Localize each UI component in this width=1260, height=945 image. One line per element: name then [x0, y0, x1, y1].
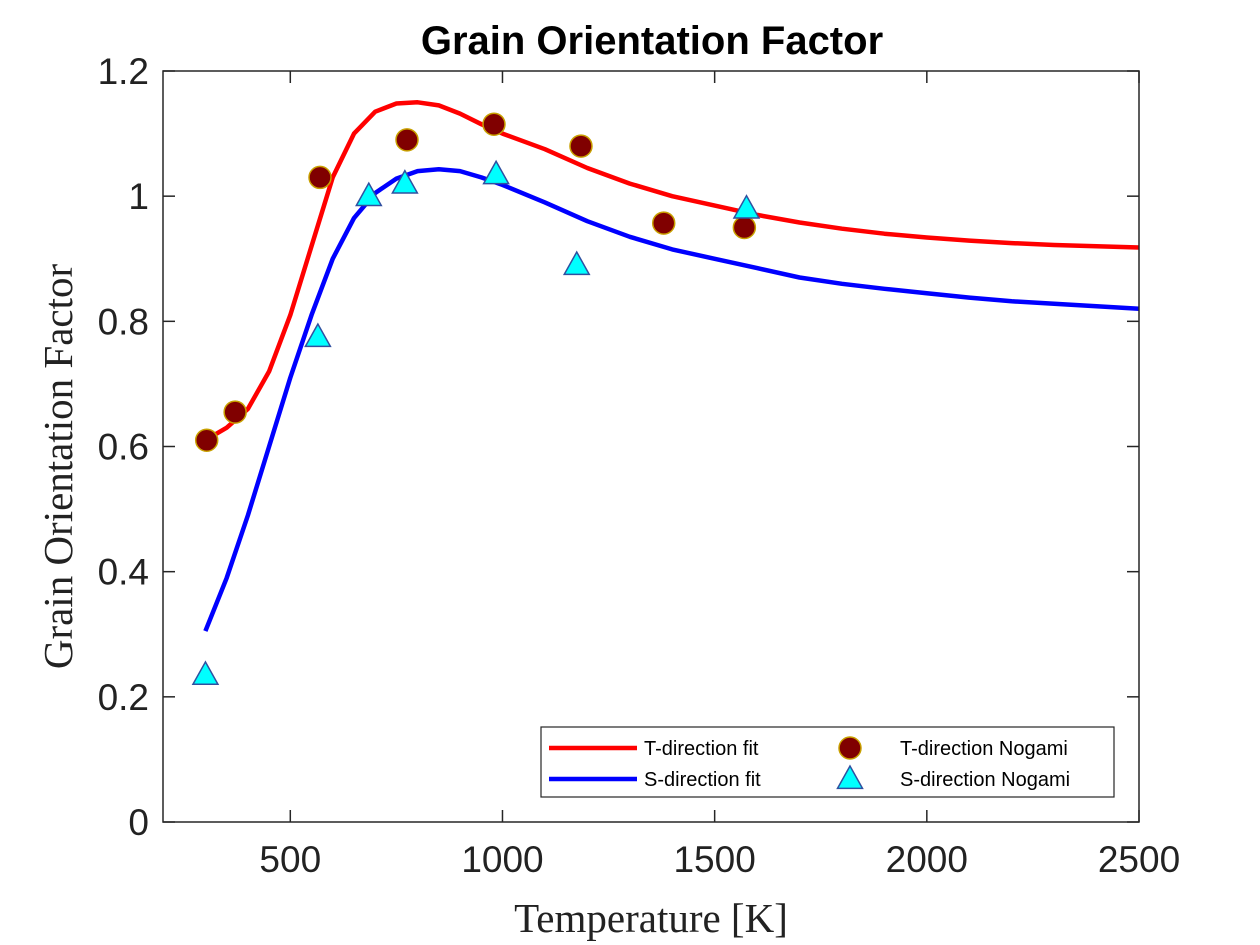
data-point-2-4	[482, 112, 506, 136]
data-point-3-1	[304, 322, 332, 348]
data-point-3-3	[391, 169, 419, 194]
legend-label-0: T-direction fit	[644, 738, 759, 760]
data-point-3-4	[482, 159, 510, 185]
x-tick-label-2: 1500	[673, 839, 755, 880]
legend-label-3: S-direction Nogami	[900, 769, 1070, 791]
x-tick-label-3: 2000	[886, 839, 968, 880]
data-point-2-5	[569, 134, 593, 158]
data-point-2-6	[651, 211, 676, 235]
data-point-2-0	[194, 428, 219, 452]
y-axis-label: Grain Orientation Factor	[35, 264, 81, 670]
legend-marker-3	[836, 764, 864, 790]
x-tick-label-4: 2500	[1098, 839, 1180, 880]
chart-title: Grain Orientation Factor	[421, 19, 883, 63]
legend: T-direction fit S-direction fit T-directio…	[540, 726, 1115, 798]
x-tick-label-0: 500	[259, 839, 321, 880]
data-point-2-3	[395, 128, 419, 152]
x-axis-label: Temperature [K]	[514, 895, 788, 941]
y-tick-label-4: 0.8	[98, 301, 149, 342]
y-tick-label-0: 0	[128, 802, 149, 843]
y-tick-label-2: 0.4	[98, 552, 149, 593]
data-point-3-2	[355, 181, 383, 207]
legend-label-1: S-direction fit	[644, 769, 761, 791]
data-point-3-5	[562, 250, 591, 276]
series-layer	[191, 100, 1140, 686]
series-line-0	[204, 100, 1140, 443]
data-point-2-2	[308, 165, 332, 190]
data-point-2-1	[223, 400, 247, 424]
plot-area	[163, 71, 1139, 822]
y-tick-label-1: 0.2	[98, 677, 149, 718]
axes-layer: 500 1000 1500 2000 2500 0 0.2 0.4 0.6 0.8 1 1.2	[98, 51, 1181, 880]
data-point-2-7	[732, 215, 757, 240]
data-point-3-6	[732, 194, 761, 219]
y-tick-label-5: 1	[128, 176, 149, 217]
y-tick-label-3: 0.6	[98, 427, 149, 468]
series-line-1	[203, 167, 1140, 632]
y-tick-label-6: 1.2	[98, 51, 149, 92]
legend-label-2: T-direction Nogami	[900, 738, 1068, 760]
legend-marker-2	[838, 736, 862, 760]
legend-box	[540, 726, 1115, 798]
data-point-3-0	[191, 660, 220, 686]
x-tick-label-1: 1000	[461, 839, 543, 880]
